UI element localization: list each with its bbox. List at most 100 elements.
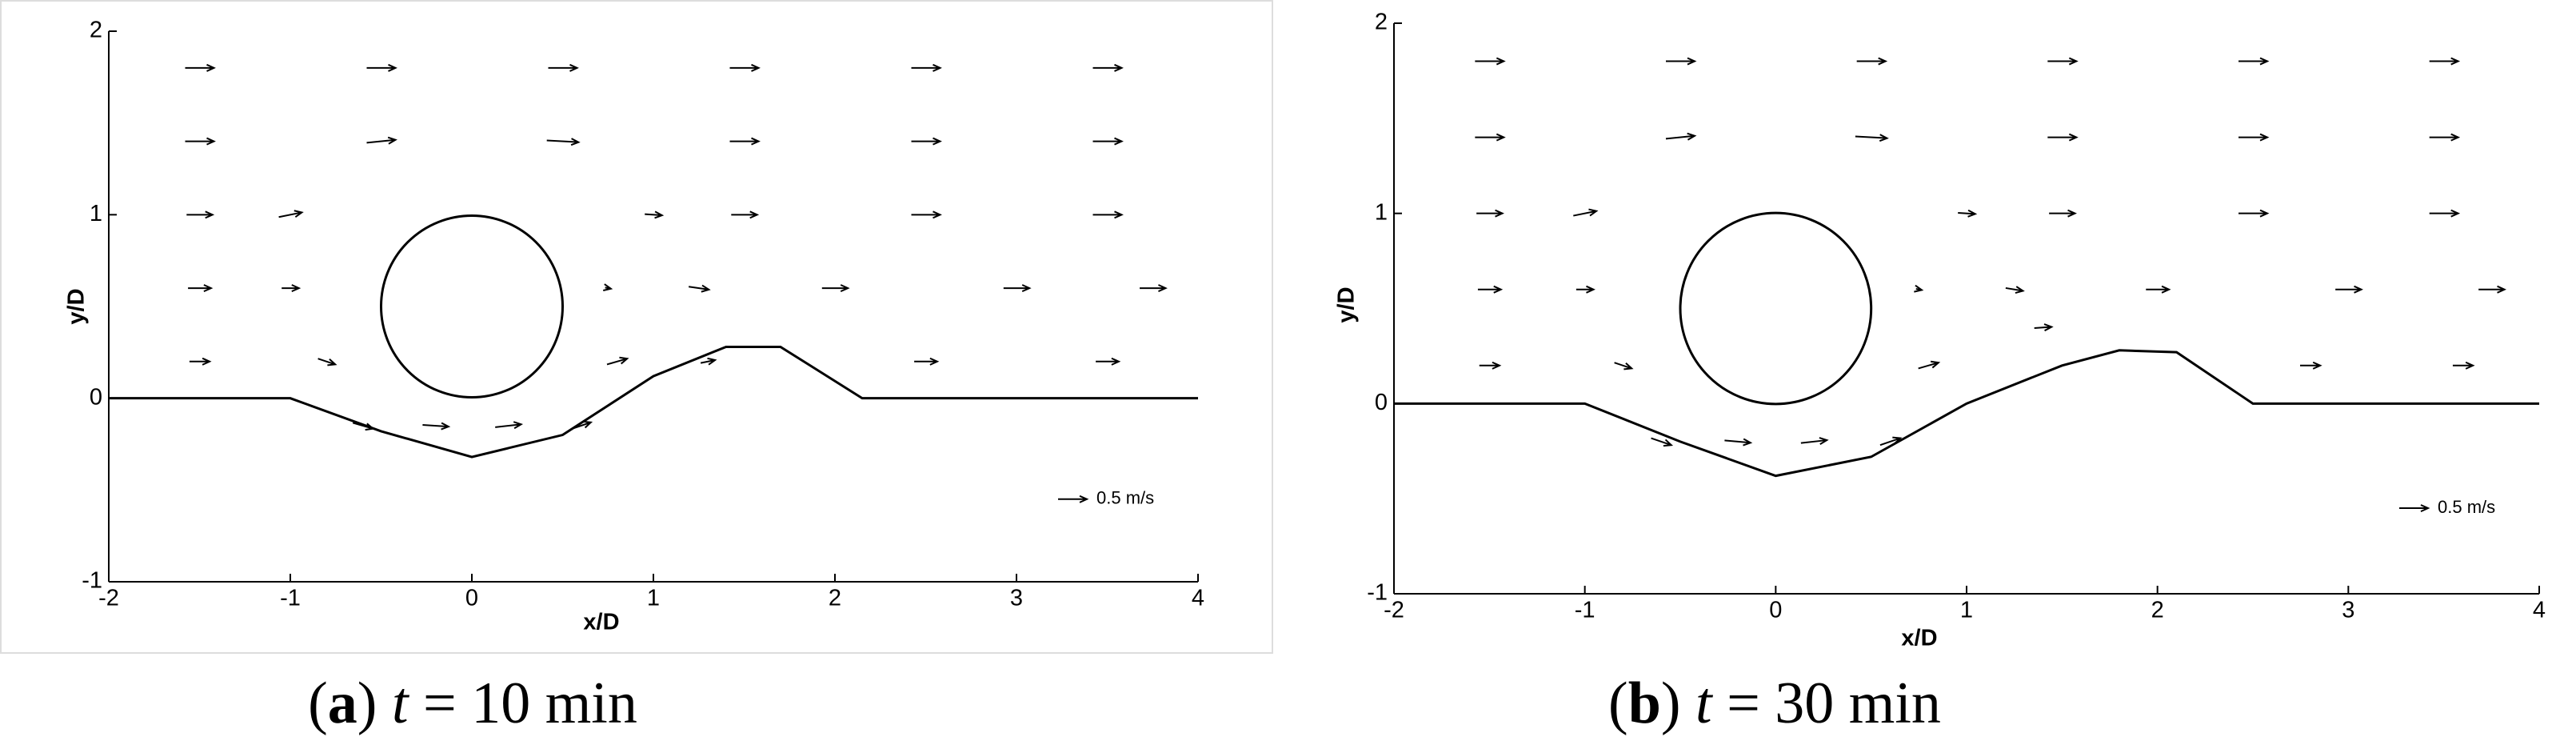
vector-arrow xyxy=(603,283,613,291)
reference-arrow xyxy=(1058,495,1089,503)
vector-arrow xyxy=(2047,57,2079,66)
vector-arrow xyxy=(1665,132,1697,141)
panel-frame xyxy=(0,0,1273,654)
vector-arrow xyxy=(1958,209,1978,218)
caption-paren: ) xyxy=(357,671,392,736)
bed-profile xyxy=(1394,349,2539,478)
caption-paren: ( xyxy=(308,671,328,736)
x-axis-label: x/D xyxy=(1901,626,1937,651)
caption: (b) t = 30 min xyxy=(1608,671,1941,736)
x-tick-label: -2 xyxy=(1384,598,1404,623)
vector-arrow xyxy=(1879,436,1903,447)
vector-arrow xyxy=(278,210,304,218)
y-tick-label: 0 xyxy=(1375,390,1388,415)
vector-arrow xyxy=(495,421,524,430)
vector-arrow xyxy=(189,357,212,366)
vector-arrow xyxy=(1724,438,1753,447)
vector-arrow xyxy=(700,357,717,366)
vector-arrow xyxy=(1573,208,1599,217)
vector-arrow xyxy=(729,137,761,146)
vector-arrow xyxy=(2239,57,2270,66)
vector-arrow xyxy=(914,357,940,366)
vector-arrow xyxy=(1614,362,1634,370)
vector-arrow xyxy=(1476,209,1504,218)
x-tick-label: 0 xyxy=(465,586,478,611)
y-axis-label: y/D xyxy=(64,288,90,324)
vector-arrow xyxy=(282,284,302,293)
vector-arrow xyxy=(911,137,942,146)
cylinder xyxy=(380,214,564,399)
caption-space xyxy=(409,671,424,736)
y-tick-label: 0 xyxy=(90,384,102,410)
cylinder xyxy=(1679,211,1873,406)
vector-arrow xyxy=(2429,209,2461,218)
vector-arrow xyxy=(366,63,397,72)
vector-arrow xyxy=(2047,133,2079,142)
vector-arrow xyxy=(2034,323,2054,332)
vector-arrow xyxy=(570,420,593,431)
vector-arrow xyxy=(729,63,761,72)
bed-profile xyxy=(109,345,1198,459)
vector-arrow xyxy=(2239,209,2270,218)
vector-arrow xyxy=(1475,133,1506,142)
vector-arrow xyxy=(1092,210,1124,219)
vector-arrow xyxy=(911,210,942,219)
vector-arrow xyxy=(422,422,451,431)
vector-arrow xyxy=(2239,133,2270,142)
vector-arrow xyxy=(1096,357,1121,366)
vector-arrow xyxy=(1800,437,1829,445)
vector-arrow xyxy=(606,356,629,366)
vector-arrow xyxy=(1092,137,1124,146)
x-tick-label: -2 xyxy=(98,586,119,611)
x-tick-label: 2 xyxy=(2151,598,2164,623)
vector-arrow xyxy=(352,422,375,431)
vector-arrow xyxy=(2335,285,2363,294)
x-tick-label: -1 xyxy=(280,586,301,611)
y-tick-label: 1 xyxy=(1375,199,1388,225)
vector-arrow xyxy=(1576,285,1596,294)
y-tick-label: -1 xyxy=(82,568,102,594)
vector-arrow xyxy=(188,284,214,293)
vector-arrow xyxy=(1477,285,1504,294)
caption-letter: b xyxy=(1628,671,1661,736)
vector-arrow xyxy=(911,63,942,72)
vector-arrow xyxy=(645,210,665,219)
vector-arrow xyxy=(1855,134,1889,142)
vector-arrow xyxy=(185,63,216,72)
vector-arrow xyxy=(2146,285,2171,294)
vector-arrow xyxy=(546,138,581,146)
x-tick-label: -1 xyxy=(1575,598,1596,623)
y-tick-label: -1 xyxy=(1367,580,1388,606)
x-tick-label: 1 xyxy=(1960,598,1973,623)
reference-arrow xyxy=(2399,504,2430,513)
y-axis-label: y/D xyxy=(1334,286,1360,322)
vector-arrow xyxy=(731,210,760,219)
vector-arrow xyxy=(318,358,337,366)
vector-arrow xyxy=(689,284,711,293)
caption-text: = 30 min xyxy=(1727,671,1941,736)
x-tick-label: 0 xyxy=(1769,598,1782,623)
x-axis-label: x/D xyxy=(583,610,619,635)
reference-label: 0.5 m/s xyxy=(2438,497,2495,517)
vector-arrow xyxy=(1914,284,1924,293)
vector-arrow xyxy=(1092,63,1124,72)
caption: (a) t = 10 min xyxy=(308,671,637,736)
vector-arrow xyxy=(548,63,579,72)
vector-arrow xyxy=(2429,57,2461,66)
vector-arrow xyxy=(1140,284,1168,293)
vector-arrow xyxy=(1003,284,1032,293)
caption-paren: ) xyxy=(1661,671,1695,736)
vector-arrow xyxy=(1479,361,1502,370)
vector-arrow xyxy=(821,284,850,293)
caption-letter: a xyxy=(328,671,357,736)
vector-arrow xyxy=(2300,361,2322,370)
reference-label: 0.5 m/s xyxy=(1096,488,1154,508)
vector-arrow xyxy=(185,137,216,146)
vector-arrow xyxy=(2478,285,2506,294)
vector-arrow xyxy=(1475,57,1506,66)
y-tick-label: 2 xyxy=(90,18,102,43)
y-tick-label: 1 xyxy=(90,201,102,226)
caption-text: = 10 min xyxy=(423,671,637,736)
x-tick-label: 3 xyxy=(1010,586,1023,611)
caption-variable: t xyxy=(1695,671,1714,736)
